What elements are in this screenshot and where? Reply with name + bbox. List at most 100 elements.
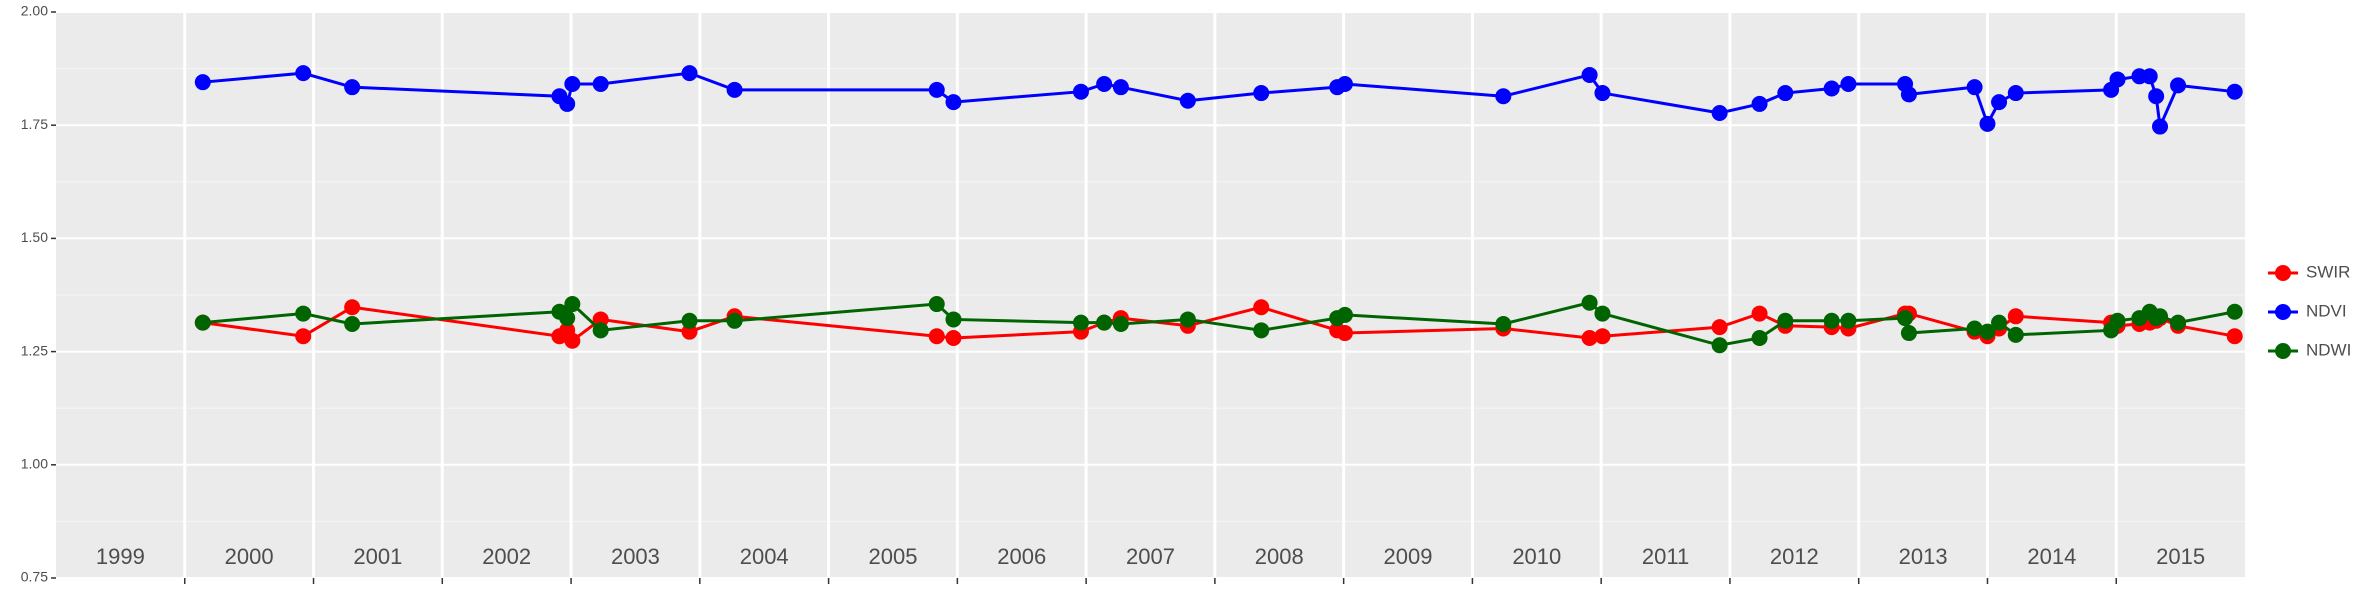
point xyxy=(726,312,743,329)
point xyxy=(928,81,945,98)
point xyxy=(559,310,576,327)
point xyxy=(1072,314,1089,331)
point xyxy=(928,328,945,345)
point xyxy=(1594,328,1611,345)
point xyxy=(559,95,576,112)
point xyxy=(1979,323,1996,340)
point xyxy=(1336,75,1353,92)
point xyxy=(344,299,361,316)
point xyxy=(1777,85,1794,102)
y-tick-label: 1.75 xyxy=(21,116,48,132)
x-tick-label: 2011 xyxy=(1642,544,1689,569)
point xyxy=(1336,306,1353,323)
point xyxy=(1840,312,1857,329)
point xyxy=(945,330,962,347)
point xyxy=(1253,85,1270,102)
point xyxy=(1751,330,1768,347)
point xyxy=(1594,305,1611,322)
point xyxy=(1096,314,1113,331)
point xyxy=(1336,325,1353,342)
x-tick-label: 2012 xyxy=(1770,544,1819,569)
point xyxy=(344,315,361,332)
point xyxy=(1495,88,1512,105)
point xyxy=(1253,322,1270,339)
point xyxy=(1112,315,1129,332)
point xyxy=(564,332,581,349)
point xyxy=(1711,319,1728,336)
point xyxy=(1979,115,1996,132)
point xyxy=(2152,118,2169,135)
legend-key-point xyxy=(2275,304,2291,320)
point xyxy=(1823,312,1840,329)
point xyxy=(2226,303,2243,320)
point xyxy=(2170,77,2187,94)
x-tick-label: 1999 xyxy=(96,544,145,569)
point xyxy=(1840,75,1857,92)
y-tick-label: 1.50 xyxy=(21,229,48,245)
point xyxy=(2109,71,2126,88)
point xyxy=(928,296,945,313)
point xyxy=(1900,86,1917,103)
x-tick-label: 2001 xyxy=(353,544,402,569)
x-tick-label: 2003 xyxy=(611,544,660,569)
point xyxy=(295,305,312,322)
point xyxy=(1900,325,1917,342)
point xyxy=(1751,305,1768,322)
x-tick-label: 2006 xyxy=(997,544,1046,569)
point xyxy=(2109,312,2126,329)
y-tick-label: 1.25 xyxy=(21,342,48,358)
point xyxy=(945,94,962,111)
y-tick-label: 1.00 xyxy=(21,456,48,472)
point xyxy=(1072,83,1089,100)
point xyxy=(1594,85,1611,102)
x-tick-label: 2015 xyxy=(2156,544,2205,569)
point xyxy=(1495,315,1512,332)
point xyxy=(295,65,312,82)
point xyxy=(564,75,581,92)
legend-label: NDVI xyxy=(2306,301,2347,320)
x-tick-label: 2013 xyxy=(1899,544,1948,569)
point xyxy=(1991,94,2008,111)
legend-label: SWIR xyxy=(2306,262,2350,281)
point xyxy=(1179,311,1196,328)
point xyxy=(1991,314,2008,331)
point xyxy=(2007,308,2024,325)
point xyxy=(1096,75,1113,92)
point xyxy=(2226,328,2243,345)
x-tick-label: 2009 xyxy=(1384,544,1433,569)
point xyxy=(2170,314,2187,331)
point xyxy=(1823,80,1840,97)
point xyxy=(1751,95,1768,112)
y-tick-label: 2.00 xyxy=(21,3,48,19)
point xyxy=(2226,83,2243,100)
point xyxy=(945,311,962,328)
point xyxy=(1966,79,1983,96)
point xyxy=(564,296,581,313)
point xyxy=(1179,92,1196,109)
point xyxy=(2007,326,2024,343)
x-tick-label: 2000 xyxy=(225,544,274,569)
point xyxy=(2141,68,2158,85)
point xyxy=(295,328,312,345)
point xyxy=(1777,312,1794,329)
x-tick-label: 2008 xyxy=(1255,544,1304,569)
point xyxy=(1897,310,1914,327)
point xyxy=(1711,104,1728,121)
legend-key-point xyxy=(2275,265,2291,281)
point xyxy=(592,75,609,92)
legend-label: NDWI xyxy=(2306,340,2351,359)
x-tick-label: 2007 xyxy=(1126,544,1175,569)
x-tick-label: 2014 xyxy=(2027,544,2076,569)
legend-key-point xyxy=(2275,343,2291,359)
x-tick-label: 2002 xyxy=(482,544,531,569)
point xyxy=(681,65,698,82)
point xyxy=(194,314,211,331)
point xyxy=(194,74,211,91)
point xyxy=(1581,330,1598,347)
x-tick-label: 2010 xyxy=(1512,544,1561,569)
point xyxy=(1581,66,1598,83)
point xyxy=(1253,299,1270,316)
point xyxy=(592,322,609,339)
point xyxy=(1112,79,1129,96)
